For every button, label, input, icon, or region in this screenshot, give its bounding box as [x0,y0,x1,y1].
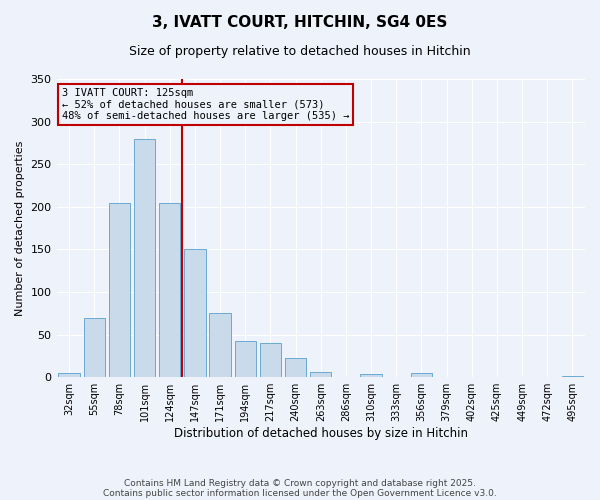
Bar [411,373,432,377]
Bar [310,372,331,377]
X-axis label: Distribution of detached houses by size in Hitchin: Distribution of detached houses by size … [174,427,468,440]
Bar [209,314,231,377]
Text: Contains HM Land Registry data © Crown copyright and database right 2025.: Contains HM Land Registry data © Crown c… [124,478,476,488]
Bar [58,373,80,377]
Bar [361,374,382,377]
Text: Contains public sector information licensed under the Open Government Licence v3: Contains public sector information licen… [103,488,497,498]
Text: Size of property relative to detached houses in Hitchin: Size of property relative to detached ho… [129,45,471,58]
Bar [285,358,307,377]
Bar [134,138,155,377]
Bar [159,202,181,377]
Bar [260,343,281,377]
Bar [562,376,583,377]
Text: 3, IVATT COURT, HITCHIN, SG4 0ES: 3, IVATT COURT, HITCHIN, SG4 0ES [152,15,448,30]
Bar [109,202,130,377]
Bar [235,340,256,377]
Bar [83,318,105,377]
Y-axis label: Number of detached properties: Number of detached properties [15,140,25,316]
Text: 3 IVATT COURT: 125sqm
← 52% of detached houses are smaller (573)
48% of semi-det: 3 IVATT COURT: 125sqm ← 52% of detached … [62,88,349,121]
Bar [184,250,206,377]
